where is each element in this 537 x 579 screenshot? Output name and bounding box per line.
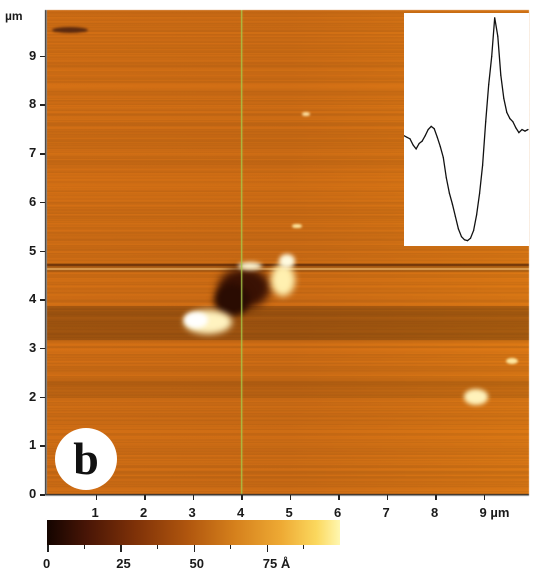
y-tick-mark <box>40 153 45 155</box>
y-tick-label: 1 <box>29 437 37 453</box>
x-tick-label: 3 <box>188 505 196 520</box>
colorbar-tick-mark <box>193 545 195 552</box>
x-tick-label: 4 <box>237 505 245 520</box>
profile-point <box>518 132 520 134</box>
profile-point <box>454 215 456 218</box>
y-tick-mark <box>40 104 45 106</box>
y-tick-label: 0 <box>29 486 37 501</box>
profile-point <box>424 135 426 137</box>
colorbar-tick-label: 75 Å <box>262 556 291 571</box>
y-tick-label: 9 <box>29 47 37 63</box>
x-tick-label: 2 <box>140 505 148 520</box>
y-tick-mark <box>40 201 45 204</box>
profile-point <box>409 138 411 140</box>
y-tick-label: 7 <box>29 145 37 161</box>
height-profile-inset <box>403 13 529 246</box>
profile-point <box>524 130 526 132</box>
profile-point <box>503 97 505 99</box>
colorbar-tick-mark <box>120 545 122 552</box>
x-tick-label: 8 <box>431 505 439 520</box>
profile-point <box>509 118 511 120</box>
y-tick-mark <box>40 347 45 350</box>
y-tick-mark <box>40 299 45 301</box>
panel-label-b: b <box>55 428 117 490</box>
height-colorbar <box>47 520 340 545</box>
y-tick-mark <box>40 445 45 447</box>
x-tick-label: 5 <box>285 505 293 520</box>
profile-point <box>445 177 447 179</box>
y-tick-label: 3 <box>29 339 37 355</box>
y-tick-mark <box>40 494 45 496</box>
x-tick-mark <box>386 495 388 500</box>
x-tick-mark <box>435 495 437 500</box>
profile-point <box>491 55 493 58</box>
x-tick-label: 1 <box>91 505 99 520</box>
profile-point <box>448 192 450 194</box>
profile-point <box>476 214 478 216</box>
profile-point <box>430 125 432 127</box>
x-tick-mark <box>144 495 146 500</box>
profile-point <box>485 121 487 123</box>
x-tick-mark <box>95 495 97 500</box>
profile-point <box>506 111 508 113</box>
profile-point <box>527 128 529 131</box>
x-tick-mark <box>192 495 194 500</box>
colorbar-tick-mark <box>47 545 49 552</box>
profile-line <box>403 17 529 242</box>
colorbar-tick-label: 0 <box>43 556 51 571</box>
profile-point <box>488 83 490 86</box>
profile-point <box>500 74 502 76</box>
x-tick-mark <box>241 495 243 500</box>
height-profile-plot <box>403 17 529 242</box>
profile-point <box>412 144 414 146</box>
profile-point <box>421 140 423 142</box>
y-axis-unit-label: µm <box>5 9 23 23</box>
colorbar-minor-tick <box>230 545 232 549</box>
profile-point <box>403 135 405 137</box>
y-tick-label: 4 <box>29 291 37 307</box>
y-tick-label: 5 <box>29 242 37 258</box>
x-tick-label: 6 <box>334 505 342 520</box>
profile-point <box>436 136 438 138</box>
x-tick-label: 9 µm <box>479 505 510 520</box>
profile-point <box>451 203 453 205</box>
y-tick-label: 8 <box>29 96 37 112</box>
y-tick-mark <box>40 55 45 58</box>
profile-point <box>521 128 523 131</box>
profile-point <box>466 240 469 242</box>
x-tick-mark <box>483 495 485 500</box>
profile-point <box>473 229 475 232</box>
y-tick-label: 2 <box>29 388 37 404</box>
x-tick-mark <box>289 495 291 500</box>
profile-point <box>479 192 481 194</box>
profile-point <box>415 148 417 150</box>
y-tick-mark <box>40 250 45 252</box>
colorbar-minor-tick <box>83 545 85 549</box>
x-tick-mark <box>338 495 340 500</box>
y-tick-mark <box>40 396 45 399</box>
profile-point <box>457 228 459 230</box>
profile-point <box>442 156 444 159</box>
profile-point <box>406 136 408 138</box>
profile-point <box>469 237 472 239</box>
profile-point <box>482 164 484 166</box>
profile-point <box>460 236 463 238</box>
profile-point <box>433 128 435 130</box>
profile-point <box>439 146 441 148</box>
colorbar-minor-tick <box>156 545 158 549</box>
colorbar-minor-tick <box>303 545 305 549</box>
colorbar-tick-mark <box>266 545 269 552</box>
profile-point <box>418 142 420 145</box>
profile-point <box>463 239 466 241</box>
panel-label-text: b <box>73 433 99 484</box>
profile-point <box>494 17 496 19</box>
profile-point <box>515 127 517 129</box>
profile-point <box>512 121 514 123</box>
profile-point <box>497 35 499 37</box>
profile-point <box>427 128 429 131</box>
x-tick-label: 7 <box>382 505 390 520</box>
colorbar-tick-label: 50 <box>189 556 204 571</box>
colorbar-tick-label: 25 <box>116 556 131 571</box>
y-tick-label: 6 <box>29 193 37 209</box>
